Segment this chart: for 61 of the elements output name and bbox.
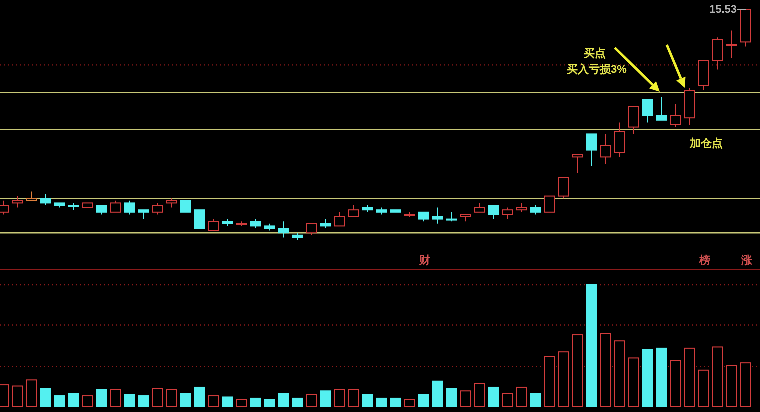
bar (600, 333, 612, 408)
bar (614, 340, 626, 408)
bar (166, 389, 178, 408)
text: 涨 (740, 254, 754, 267)
bar (432, 380, 444, 408)
text: 财 (418, 254, 430, 267)
bar (586, 284, 598, 408)
bar (376, 398, 388, 408)
bar (110, 389, 122, 408)
bar (572, 334, 584, 408)
bar (656, 348, 668, 408)
annotation: 买入亏损3% (567, 63, 628, 76)
bar (404, 399, 416, 408)
bar (334, 389, 346, 408)
bar (82, 396, 94, 408)
bar (670, 360, 682, 408)
bar (180, 393, 192, 408)
bar (12, 386, 24, 408)
bar (418, 394, 430, 408)
bar (502, 393, 514, 408)
text: 榜 (698, 254, 710, 267)
bar (558, 352, 570, 408)
annotation: 加仓点 (689, 137, 723, 150)
bar (726, 365, 738, 408)
bar (740, 362, 752, 408)
bar (530, 393, 542, 408)
bar (460, 390, 472, 408)
bar (698, 370, 710, 408)
bar (684, 348, 696, 408)
bar (152, 388, 164, 408)
bar (544, 356, 556, 408)
bar (250, 398, 262, 408)
bar (306, 394, 318, 408)
bar (138, 396, 150, 408)
bar (362, 394, 374, 408)
bar (292, 398, 304, 408)
bar (488, 386, 500, 408)
bar (208, 396, 220, 408)
bar (0, 384, 10, 408)
bar (628, 358, 640, 408)
bar (642, 349, 654, 408)
bar (68, 393, 80, 408)
bar (124, 394, 136, 408)
bar (40, 388, 52, 408)
bar (278, 393, 290, 408)
bar (236, 399, 248, 408)
annotation: 15.53 (709, 4, 737, 16)
bar (516, 386, 528, 408)
bar (222, 396, 234, 408)
bar (348, 389, 360, 408)
bar (96, 389, 108, 408)
bar (474, 383, 486, 408)
bar (390, 398, 402, 408)
bar (54, 396, 66, 408)
bar (712, 346, 724, 408)
bar (194, 386, 206, 408)
bar (446, 388, 458, 408)
annotation: 买点 (584, 47, 606, 60)
bar (26, 380, 38, 408)
bar (320, 390, 332, 408)
bar (264, 399, 276, 408)
